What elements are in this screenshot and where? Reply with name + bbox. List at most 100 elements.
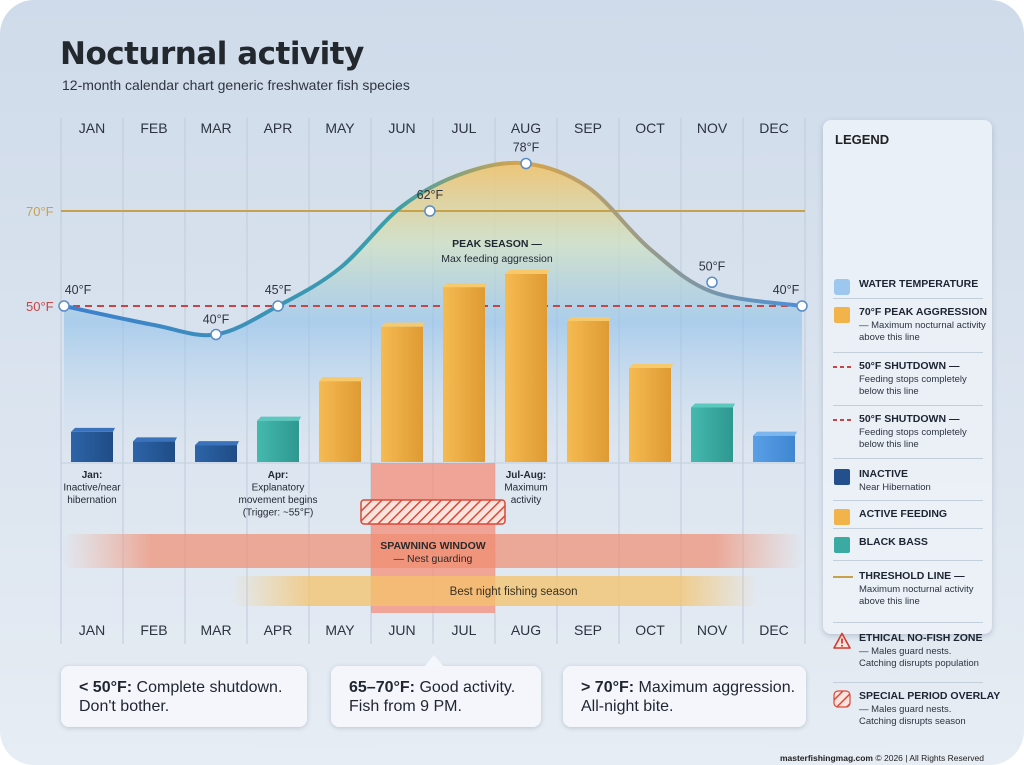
callout-bold: > 70°F: bbox=[581, 679, 635, 696]
month-label-bottom: AUG bbox=[511, 622, 541, 638]
bar-annotation: movement begins bbox=[239, 495, 318, 506]
month-label-top: AUG bbox=[511, 120, 541, 136]
temperature-point bbox=[210, 328, 222, 341]
bar-annotation: hibernation bbox=[67, 495, 116, 506]
month-label-top: APR bbox=[264, 120, 293, 136]
temperature-label: 78°F bbox=[513, 141, 540, 155]
temperature-point bbox=[520, 157, 532, 170]
legend-label: ACTIVE FEEDING bbox=[859, 508, 948, 520]
warning-triangle-icon bbox=[833, 632, 851, 649]
threshold-label: 70°F bbox=[26, 204, 54, 219]
legend-desc: Near Hibernation bbox=[859, 482, 931, 493]
bar-top bbox=[567, 317, 611, 321]
bar-top bbox=[71, 427, 115, 432]
bar-annotation: activity bbox=[511, 495, 542, 506]
bar-annotation: Jul-Aug: bbox=[506, 470, 547, 481]
active-feeding-swatch bbox=[834, 509, 850, 525]
legend-divider bbox=[833, 500, 983, 501]
callout-bold: < 50°F: bbox=[79, 679, 133, 696]
bar-top bbox=[319, 377, 363, 382]
bar-top bbox=[381, 322, 425, 327]
legend-divider bbox=[833, 405, 983, 406]
shutdown-line-swatch bbox=[833, 366, 853, 368]
legend-label: INACTIVE bbox=[859, 468, 909, 480]
temperature-point bbox=[796, 300, 808, 312]
water-temperature-area bbox=[64, 162, 802, 455]
bar-top bbox=[691, 403, 735, 408]
month-label-bottom: NOV bbox=[697, 622, 728, 638]
bar-annotation: Explanatory bbox=[252, 483, 305, 494]
legend-label: SPECIAL PERIOD OVERLAY bbox=[859, 690, 1001, 702]
bar-top bbox=[753, 431, 797, 436]
bar-annotation: Maximum bbox=[504, 483, 547, 494]
bar-top bbox=[257, 416, 301, 421]
legend-desc: — Maximum nocturnal activity above this … bbox=[859, 320, 986, 343]
page-title: Nocturnal activity bbox=[60, 36, 364, 72]
legend-divider bbox=[833, 298, 983, 299]
temperature-label: 40°F bbox=[773, 283, 800, 297]
temperature-point bbox=[272, 300, 284, 312]
bar-nov bbox=[691, 407, 733, 462]
inactive-swatch bbox=[834, 469, 850, 485]
month-label-top: DEC bbox=[759, 120, 789, 136]
night-fishing-band bbox=[232, 576, 758, 606]
bar-annotation: Jan: bbox=[82, 470, 103, 481]
bar-oct bbox=[629, 368, 671, 462]
callout-line2: Fish from 9 PM. bbox=[349, 698, 462, 715]
peak-season-label: PEAK SEASON — bbox=[452, 238, 542, 250]
black-bass-swatch bbox=[834, 537, 850, 553]
month-label-top: JUL bbox=[452, 120, 477, 136]
legend-divider bbox=[833, 458, 983, 459]
temperature-label: 40°F bbox=[203, 313, 230, 327]
month-label-top: JUN bbox=[388, 120, 415, 136]
callout-text: Complete shutdown. bbox=[132, 679, 283, 696]
water-temperature-curve bbox=[62, 160, 804, 338]
month-label-top: JAN bbox=[79, 120, 105, 136]
month-label-bottom: JAN bbox=[79, 622, 105, 638]
legend-divider bbox=[833, 622, 983, 623]
callout-good-activity: 65–70°F: Good activity. Fish from 9 PM. bbox=[331, 666, 541, 727]
callout-pointer bbox=[424, 655, 444, 667]
callout-max-aggression: > 70°F: Maximum aggression. All-night bi… bbox=[563, 666, 806, 727]
bar-dec bbox=[753, 435, 795, 462]
legend-divider bbox=[833, 352, 983, 353]
peak-aggression-swatch bbox=[834, 307, 850, 323]
legend-desc: Feeding stops completely below this line bbox=[859, 374, 967, 397]
month-label-bottom: OCT bbox=[635, 622, 665, 638]
month-label-top: MAR bbox=[200, 120, 231, 136]
water-temperature-swatch bbox=[834, 279, 850, 295]
bar-annotation: (Trigger: ~55°F) bbox=[243, 508, 314, 519]
shutdown-line-swatch bbox=[833, 419, 853, 421]
month-label-bottom: SEP bbox=[574, 622, 602, 638]
month-label-top: MAY bbox=[325, 120, 355, 136]
month-label-bottom: FEB bbox=[140, 622, 167, 638]
temperature-point bbox=[58, 300, 70, 312]
temperature-label: 45°F bbox=[265, 283, 292, 297]
legend-divider bbox=[833, 682, 983, 683]
legend-title: LEGEND bbox=[835, 132, 890, 147]
bar-annotation: Apr: bbox=[268, 470, 289, 481]
bar-jan bbox=[71, 431, 113, 462]
hatch-swatch bbox=[833, 690, 851, 708]
peak-season-label: Max feeding aggression bbox=[441, 253, 553, 265]
legend-desc: Maximum nocturnal activity above this li… bbox=[859, 584, 974, 607]
callout-text: Good activity. bbox=[415, 679, 516, 696]
legend-desc: — Males guard nests. Catching disrupts s… bbox=[859, 704, 966, 727]
temperature-point bbox=[706, 276, 718, 288]
threshold-line-swatch bbox=[833, 576, 853, 578]
bar-top bbox=[195, 441, 239, 446]
spawning-window-label: — Nest guarding bbox=[394, 553, 473, 565]
footer: masterfishingmag.com © 2026 | All Rights… bbox=[780, 753, 984, 763]
bar-may bbox=[319, 381, 361, 462]
temperature-label: 62°F bbox=[417, 188, 444, 202]
threshold-label: 50°F bbox=[26, 299, 54, 314]
callout-line2: Don't bother. bbox=[79, 698, 170, 715]
callout-shutdown: < 50°F: Complete shutdown. Don't bother. bbox=[61, 666, 307, 727]
temperature-label: 50°F bbox=[699, 259, 726, 273]
temperature-label: 40°F bbox=[65, 283, 92, 297]
footer-rights: © 2026 | All Rights Reserved bbox=[873, 753, 984, 763]
legend-label: BLACK BASS bbox=[859, 536, 928, 548]
bar-aug bbox=[505, 274, 547, 462]
